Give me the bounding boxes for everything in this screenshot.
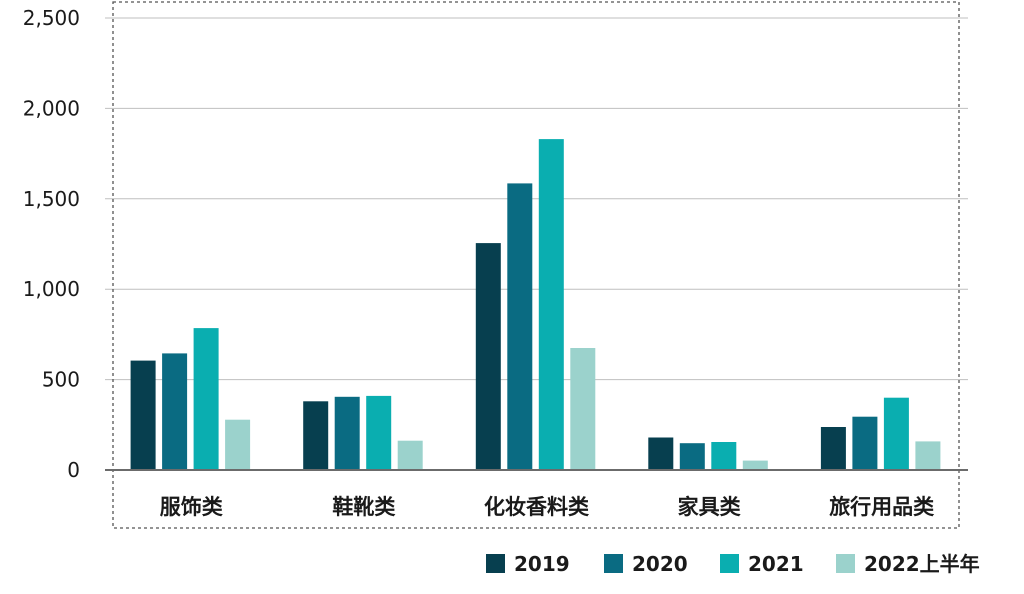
bar [303, 401, 329, 470]
x-category-label: 家具类 [678, 495, 742, 519]
bar [742, 460, 768, 470]
y-tick-label: 0 [67, 458, 80, 482]
plot-frame [112, 1, 960, 529]
bar [225, 419, 251, 470]
bar [334, 396, 360, 470]
bar [852, 416, 878, 470]
x-category-label: 化妆香料类 [484, 495, 590, 519]
legend-label: 2020 [632, 552, 688, 576]
bar [648, 437, 674, 470]
bar [366, 395, 392, 470]
bar [711, 442, 737, 470]
bar [538, 139, 564, 470]
x-axis-categories: 服饰类 鞋靴类 化妆香料类 家具类 旅行用品类 [160, 495, 935, 519]
legend-label: 2019 [514, 552, 570, 576]
legend: 2019 2020 2021 2022上半年 [486, 552, 980, 576]
x-category-label: 鞋靴类 [332, 495, 396, 519]
bar [915, 441, 941, 470]
y-tick-label: 1,000 [23, 277, 80, 301]
legend-swatch [486, 554, 505, 573]
bar [883, 397, 909, 470]
bar [130, 360, 156, 470]
bar [475, 243, 501, 470]
x-category-label: 旅行用品类 [829, 495, 935, 519]
y-axis-ticks: 0 500 1,000 1,500 2,000 2,500 [23, 6, 80, 482]
y-tick-label: 2,000 [23, 96, 80, 120]
x-category-label: 服饰类 [160, 495, 224, 519]
bar [162, 353, 188, 470]
bar [193, 328, 219, 470]
bar [679, 443, 705, 470]
legend-swatch [720, 554, 739, 573]
y-tick-label: 500 [42, 368, 80, 392]
legend-label: 2021 [748, 552, 804, 576]
legend-swatch [604, 554, 623, 573]
legend-label: 2022上半年 [864, 552, 980, 576]
legend-swatch [836, 554, 855, 573]
bars [130, 139, 941, 470]
gridlines [105, 17, 968, 381]
bar [820, 427, 846, 470]
bar [397, 440, 423, 470]
bar [507, 183, 533, 470]
y-tick-label: 2,500 [23, 6, 80, 30]
bar [570, 348, 596, 470]
y-tick-label: 1,500 [23, 187, 80, 211]
